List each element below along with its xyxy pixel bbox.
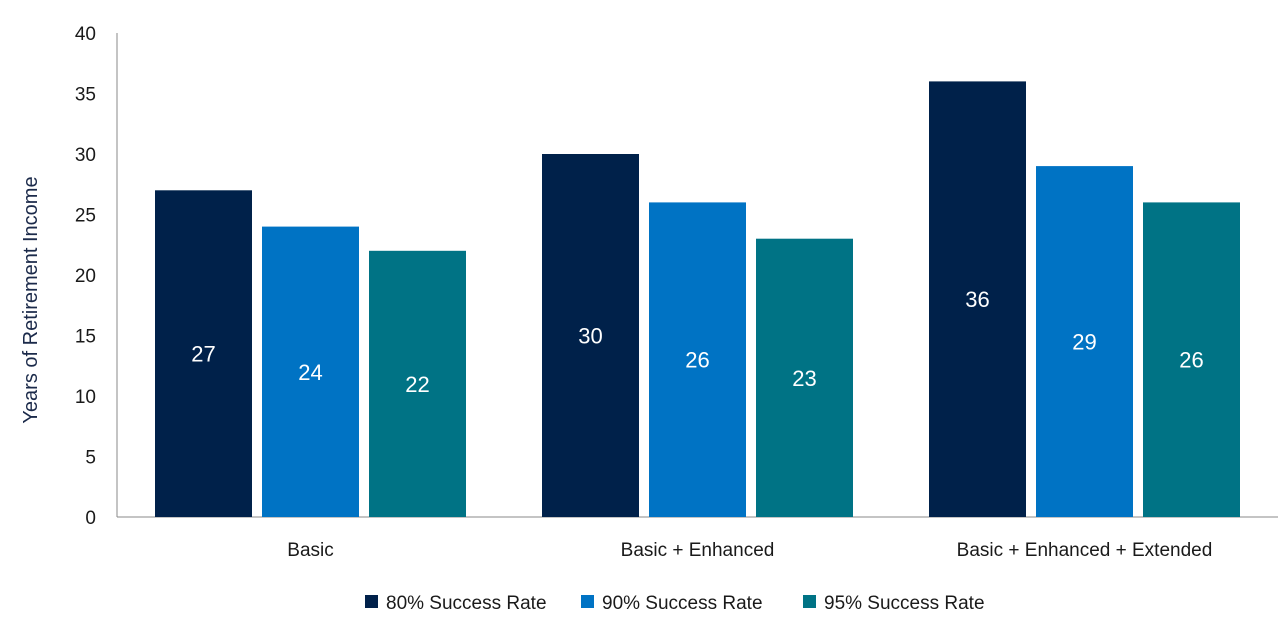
- legend-label: 95% Success Rate: [824, 593, 985, 614]
- bar: [649, 202, 746, 517]
- bar-labels: 27 24 22 30 26 23 36 29 26: [191, 287, 1203, 397]
- x-axis-categories: Basic Basic + Enhanced Basic + Enhanced + …: [287, 540, 1212, 561]
- bar: [369, 250, 466, 518]
- bar: [262, 226, 359, 517]
- legend-label: 90% Success Rate: [602, 593, 763, 614]
- legend-swatch: [803, 595, 816, 608]
- y-axis-label: Years of Retirement Income: [20, 176, 42, 423]
- bar: [756, 238, 853, 517]
- bar: [155, 190, 252, 518]
- legend: 80% Success Rate 90% Success Rate 95% Succ…: [365, 593, 985, 614]
- y-tick-label: 35: [75, 85, 96, 106]
- bar-value-label: 26: [685, 348, 709, 373]
- bar-value-label: 29: [1072, 330, 1096, 355]
- category-label: Basic: [287, 540, 333, 561]
- legend-label: 80% Success Rate: [386, 593, 547, 614]
- y-axis-ticks: 0 5 10 15 20 25 30 35 40: [75, 24, 96, 529]
- bar-value-label: 26: [1179, 348, 1203, 373]
- y-tick-label: 40: [75, 24, 96, 45]
- y-tick-label: 30: [75, 145, 96, 166]
- bars: [155, 81, 1240, 518]
- category-label: Basic + Enhanced: [621, 540, 775, 561]
- y-tick-label: 5: [85, 448, 96, 469]
- legend-swatch: [365, 595, 378, 608]
- bar: [542, 154, 639, 517]
- bar-value-label: 24: [298, 360, 322, 385]
- y-tick-label: 25: [75, 206, 96, 227]
- category-label: Basic + Enhanced + Extended: [957, 540, 1213, 561]
- y-tick-label: 20: [75, 266, 96, 287]
- bar: [1036, 166, 1133, 517]
- bar-value-label: 22: [405, 372, 429, 397]
- y-tick-label: 10: [75, 387, 96, 408]
- bar-value-label: 27: [191, 342, 215, 367]
- bar-value-label: 36: [965, 287, 989, 312]
- y-tick-label: 15: [75, 327, 96, 348]
- bar-value-label: 30: [578, 324, 602, 349]
- legend-swatch: [581, 595, 594, 608]
- bar-value-label: 23: [792, 366, 816, 391]
- bar: [1143, 202, 1240, 517]
- bar: [929, 81, 1026, 518]
- y-tick-label: 0: [85, 508, 96, 529]
